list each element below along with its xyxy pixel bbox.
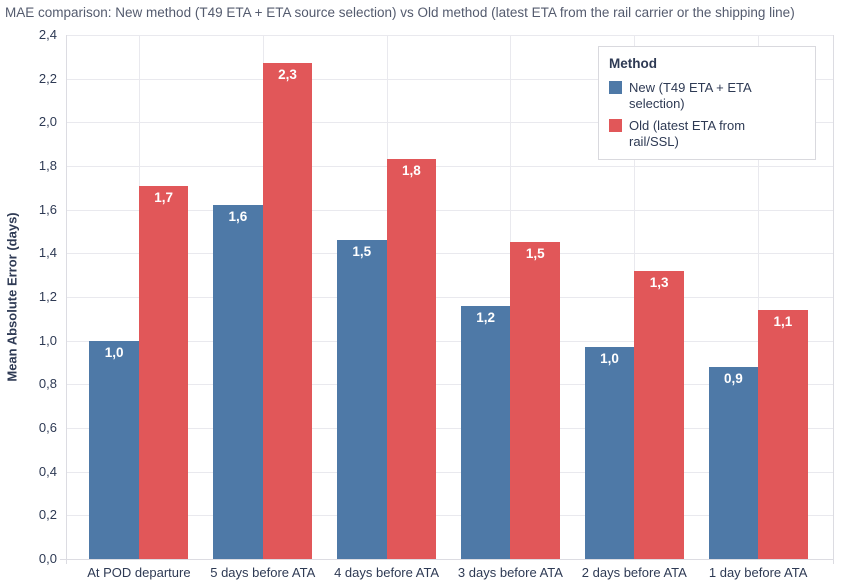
legend-title: Method	[609, 56, 657, 71]
x-tick-label: 4 days before ATA	[334, 565, 440, 580]
gridline-h	[66, 340, 833, 342]
bar-old	[634, 270, 684, 559]
bar-old	[510, 242, 561, 559]
legend-item-label: Old (latest ETA from rail/SSL)	[629, 118, 746, 149]
bar-new	[460, 305, 511, 559]
x-tick-label: 1 day before ATA	[708, 565, 808, 580]
legend-swatch-new-icon	[609, 81, 622, 94]
y-tick-label: 0,2	[38, 507, 57, 523]
bar-value-label: 1,2	[476, 309, 496, 325]
bar-value-label: 1,0	[104, 344, 124, 360]
bar-value-label: 0,9	[723, 370, 743, 386]
x-tick-label: 2 days before ATA	[581, 565, 687, 580]
gridline-h	[66, 122, 833, 124]
bar-value-label: 2,3	[278, 67, 297, 83]
bar-new	[337, 240, 387, 559]
y-tick-label: 1,4	[38, 245, 57, 261]
bar-old	[386, 159, 437, 559]
bar-old	[758, 310, 808, 559]
gridline-h	[66, 428, 833, 429]
y-tick-label: 0,8	[38, 376, 57, 392]
bar-value-label: 1,0	[600, 351, 619, 367]
bar-old	[262, 63, 313, 559]
bar-value-label: 1,7	[154, 189, 174, 205]
bar-new	[584, 347, 635, 559]
y-tick-label: 1,2	[38, 289, 57, 304]
y-tick-label: 1,0	[38, 332, 57, 348]
gridline-h	[66, 78, 833, 80]
x-tick-label: 5 days before ATA	[210, 565, 316, 580]
bar-new	[89, 340, 139, 559]
bar-value-label: 1,6	[228, 209, 248, 225]
bar-value-label: 1,5	[352, 244, 372, 260]
bar-value-label: 1,8	[402, 163, 421, 179]
gridline-v	[758, 35, 760, 559]
y-tick-label: 1,6	[38, 201, 57, 217]
gridline-h	[66, 297, 833, 298]
plot-right-border	[833, 35, 834, 564]
gridline-h	[66, 166, 833, 167]
y-tick-label: 0,4	[38, 463, 57, 479]
y-tick-label: 1,8	[38, 158, 57, 173]
gridline-h	[66, 209, 833, 211]
bar-value-label: 1,5	[525, 246, 545, 262]
x-tick-label: 3 days before ATA	[457, 565, 563, 580]
y-tick-label: 2,2	[38, 70, 57, 86]
x-axis-line	[60, 559, 833, 560]
y-axis-line	[66, 35, 67, 564]
x-tick-label: At POD departure	[87, 565, 191, 580]
bar-value-label: 1,3	[649, 274, 669, 290]
bar-new	[708, 366, 759, 559]
legend-item-old: Old (latest ETA from rail/SSL)	[609, 118, 803, 149]
bar-new	[213, 205, 263, 559]
y-tick-label: 0,0	[38, 551, 57, 566]
gridline-h	[66, 35, 833, 36]
gridline-h	[66, 253, 833, 255]
legend-swatch-old-icon	[609, 119, 622, 132]
legend-item-new: New (T49 ETA + ETA selection)	[609, 80, 803, 111]
y-tick-label: 2,0	[38, 114, 57, 130]
legend: Method New (T49 ETA + ETA selection) Old…	[598, 46, 816, 160]
legend-item-label: New (T49 ETA + ETA selection)	[629, 80, 751, 111]
y-tick-label: 0,6	[38, 420, 57, 435]
gridline-h	[66, 471, 833, 473]
gridline-h	[66, 384, 833, 386]
bar-value-label: 1,1	[773, 314, 793, 330]
y-tick-label: 2,4	[38, 27, 57, 42]
chart-title: MAE comparison: New method (T49 ETA + ET…	[5, 5, 795, 20]
bar-old	[138, 185, 189, 559]
gridline-h	[66, 515, 833, 517]
